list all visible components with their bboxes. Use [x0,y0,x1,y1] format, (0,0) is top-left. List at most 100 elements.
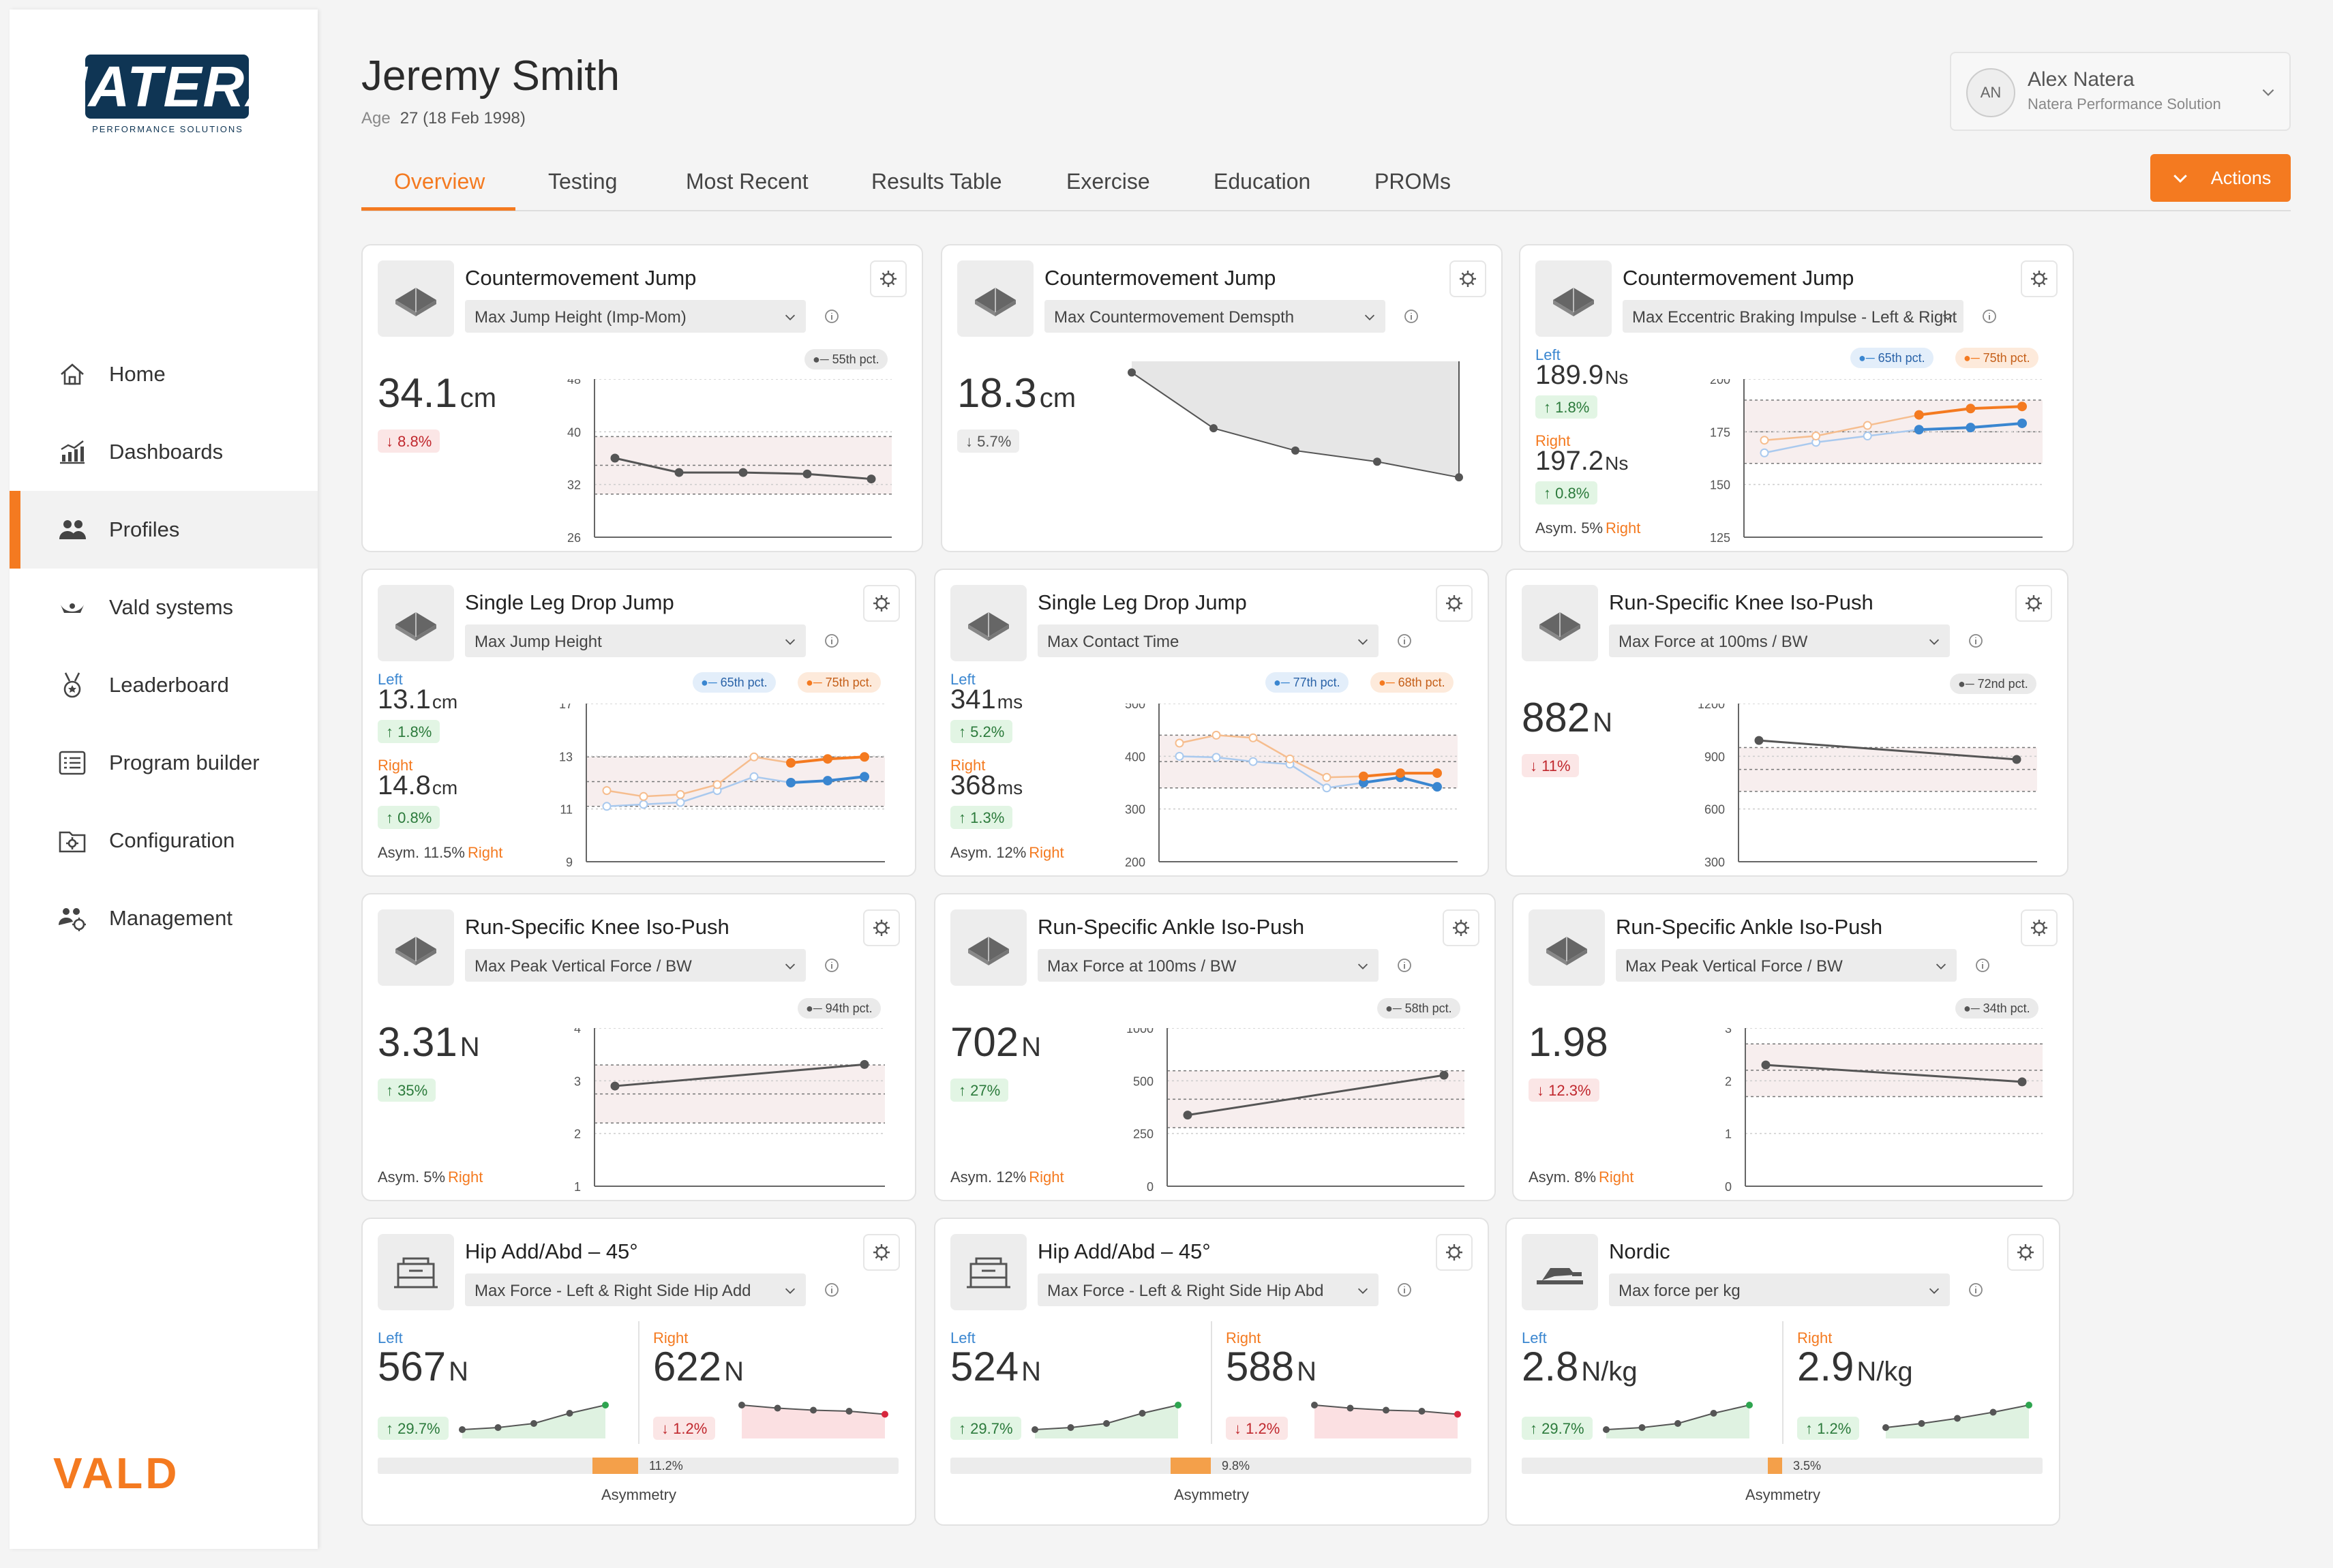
y-tick-label: 600 [1704,803,1725,817]
sidebar-item-profiles[interactable]: Profiles [10,491,318,569]
right-value: 588 N [1226,1343,1316,1390]
metric-value: 34.1 cm [378,370,496,417]
sidebar-item-dashboards[interactable]: Dashboards [10,413,318,491]
info-icon[interactable] [824,633,840,649]
percentile-value: 77th pct. [1293,676,1340,689]
metric-select[interactable]: Max Force - Left & Right Side Hip Abd [1038,1273,1379,1306]
asymmetry-side: Right [1029,1169,1064,1186]
value-number: 882 [1522,695,1591,740]
data-point [823,776,832,786]
tab-most-recent[interactable]: Most Recent [686,169,809,194]
value-number: 368 [950,770,996,800]
metric-card: Run-Specific Ankle Iso-Push Max Peak Vert… [1512,893,2074,1201]
right-label: Right [1535,432,1571,449]
info-icon[interactable] [1981,308,1998,325]
tab-exercise[interactable]: Exercise [1066,169,1150,194]
metric-select[interactable]: Max Force at 100ms / BW [1609,624,1950,657]
trend-chart: 200 175 150 125 [1710,379,2043,545]
chevron-down-icon [1357,639,1368,645]
asymmetry-side: Right [467,844,503,861]
percentile-value: 65th pct. [1878,351,1925,365]
info-icon[interactable] [1396,1282,1413,1298]
sidebar-item-home[interactable]: Home [10,335,318,413]
sidebar-item-leaderboard[interactable]: Leaderboard [10,646,318,724]
card-settings-button[interactable] [863,585,900,622]
series-line [1758,739,2017,761]
left-label: Left [1522,1329,1547,1346]
actions-button[interactable]: Actions [2150,154,2291,202]
data-point [738,468,748,477]
metric-select[interactable]: Max Contact Time [1038,624,1379,657]
info-icon[interactable] [824,1282,840,1298]
card-settings-button[interactable] [1443,909,1479,946]
user-org: Natera Performance Solution [2028,95,2221,112]
data-point [860,1059,869,1069]
sidebar-item-management[interactable]: Management [10,879,318,957]
value-number: 341 [950,684,996,714]
sidebar-item-configuration[interactable]: Configuration [10,802,318,879]
asymmetry-label: Asym. 12% Right [950,1169,1064,1186]
percentile-value: 72nd pct. [1977,677,2028,691]
card-settings-button[interactable] [863,909,900,946]
info-icon[interactable] [1968,633,1984,649]
y-tick-label: 300 [1704,856,1725,869]
change-value: 8.8% [397,433,432,450]
tab-testing[interactable]: Testing [548,169,618,194]
y-tick-label: 4 [574,1028,581,1036]
info-icon[interactable] [1396,957,1413,974]
info-icon[interactable] [1968,1282,1984,1298]
metric-select[interactable]: Max Jump Height (Imp-Mom) [465,300,806,333]
value-unit: cm [460,383,497,413]
metric-card: Hip Add/Abd – 45° Max Force - Left & Righ… [361,1218,916,1526]
tab-education[interactable]: Education [1214,169,1311,194]
metric-select[interactable]: Max force per kg [1609,1273,1950,1306]
card-title: Nordic [1609,1239,1670,1263]
card-settings-button[interactable] [2015,585,2052,622]
chevron-down-icon [1364,314,1375,320]
metric-select[interactable]: Max Force at 100ms / BW [1038,949,1379,982]
metric-select[interactable]: Max Countermovement Demspth [1044,300,1385,333]
percentile-badge-right: ●─ 75th pct. [798,672,881,693]
plate-icon [395,937,436,965]
change-badge: ↑ 27% [950,1079,1009,1102]
card-settings-button[interactable] [1436,585,1473,622]
hip-icon [967,1257,1010,1288]
sidebar-item-program-builder[interactable]: Program builder [10,724,318,802]
data-point [1211,730,1221,740]
tab-overview[interactable]: Overview [394,169,485,194]
metric-select[interactable]: Max Eccentric Braking Impulse - Left & R… [1623,300,1963,333]
card-settings-button[interactable] [863,1234,900,1271]
y-tick-label: 40 [567,425,581,439]
metric-select[interactable]: Max Jump Height [465,624,806,657]
info-icon[interactable] [1396,633,1413,649]
info-icon[interactable] [824,308,840,325]
data-point [1966,404,1976,414]
user-menu[interactable]: AN Alex Natera Natera Performance Soluti… [1950,52,2291,131]
data-point [639,791,648,801]
metric-select[interactable]: Max Force - Left & Right Side Hip Add [465,1273,806,1306]
metric-select[interactable]: Max Peak Vertical Force / BW [465,949,806,982]
metric-value: 702 N [950,1019,1041,1066]
metric-card: Countermovement Jump Max Countermovement … [941,244,1503,552]
data-point [1139,1410,1146,1417]
value-number: 3.31 [378,1019,457,1065]
info-icon[interactable] [824,957,840,974]
card-settings-button[interactable] [2021,909,2058,946]
data-point [1359,771,1368,781]
data-point [610,1081,620,1091]
profiles-icon [59,520,86,539]
tab-results-table[interactable]: Results Table [871,169,1002,194]
card-settings-button[interactable] [2007,1234,2044,1271]
value-unit: Ns [1605,367,1629,388]
card-settings-button[interactable] [1449,260,1486,297]
asymmetry-value: Asym. 12% [950,844,1027,861]
card-settings-button[interactable] [2021,260,2058,297]
sidebar-item-vald-systems[interactable]: Vald systems [10,569,318,646]
metric-select[interactable]: Max Peak Vertical Force / BW [1616,949,1957,982]
card-settings-button[interactable] [870,260,907,297]
card-settings-button[interactable] [1436,1234,1473,1271]
tab-proms[interactable]: PROMs [1374,169,1451,194]
info-icon[interactable] [1974,957,1991,974]
data-point [774,1404,781,1412]
info-icon[interactable] [1403,308,1419,325]
